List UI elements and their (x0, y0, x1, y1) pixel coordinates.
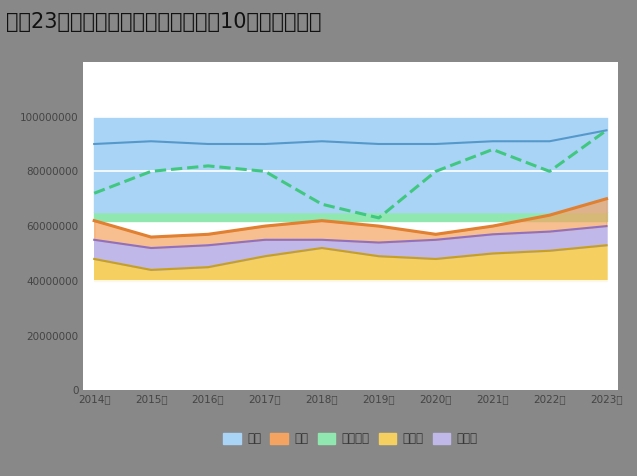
Text: 東京23区・中古マンション取引額　10年推移グラフ: 東京23区・中古マンション取引額 10年推移グラフ (6, 12, 322, 32)
Legend: 港区, 渋谷, 千代田区, 中央区, 目黒区: 港区, 渋谷, 千代田区, 中央区, 目黒区 (218, 427, 482, 450)
